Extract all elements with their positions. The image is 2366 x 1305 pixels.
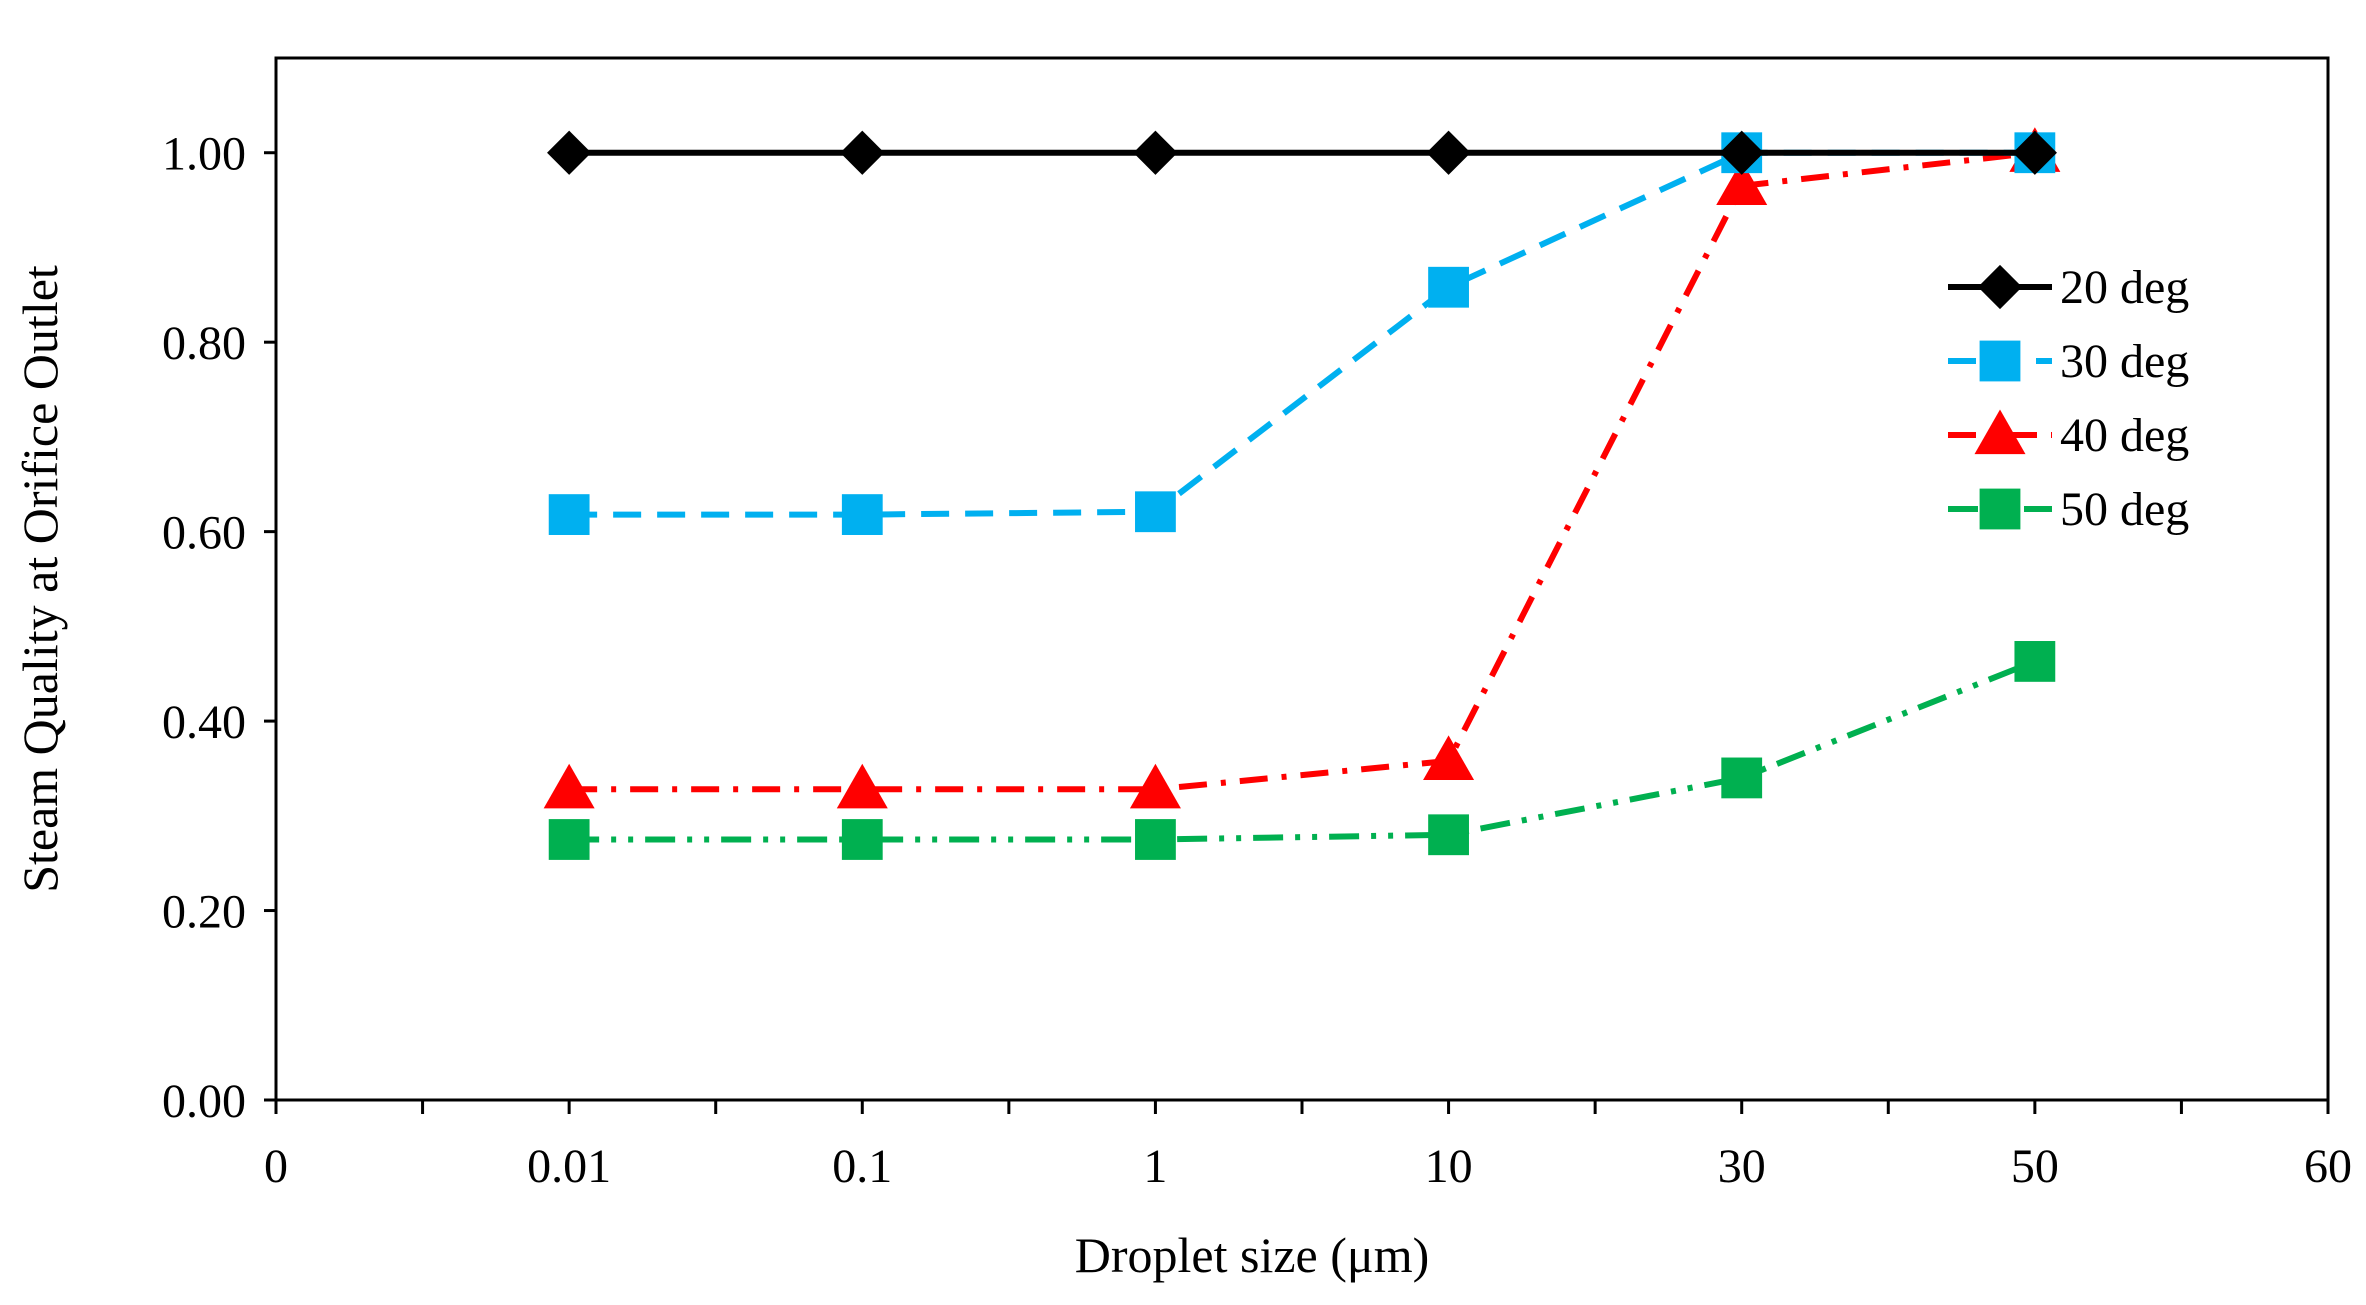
y-tick-label: 0.80: [162, 317, 246, 370]
x-tick-label: 50: [2011, 1140, 2059, 1193]
data-marker: [1426, 130, 1471, 175]
data-marker: [1428, 266, 1469, 308]
data-marker: [1129, 763, 1181, 809]
y-tick-label: 1.00: [162, 128, 246, 181]
legend-label: 30 deg: [2060, 335, 2189, 388]
series-20-deg: [547, 130, 2057, 175]
series-layer: [543, 127, 2061, 860]
x-tick-label: 0: [264, 1140, 288, 1193]
legend-label: 50 deg: [2060, 483, 2189, 536]
legend-label: 20 deg: [2060, 261, 2189, 314]
data-marker: [841, 819, 883, 860]
y-tick-label: 0.40: [162, 696, 246, 749]
x-tick-label: 1: [1143, 1140, 1167, 1193]
series-50-deg: [548, 641, 2056, 860]
x-tick-label: 30: [1718, 1140, 1766, 1193]
x-tick-label: 0.1: [832, 1140, 892, 1193]
series-30-deg: [548, 132, 2056, 535]
data-marker: [543, 763, 595, 809]
data-marker: [548, 494, 590, 535]
data-marker: [1979, 340, 2021, 382]
y-tick-label: 0.00: [162, 1075, 246, 1128]
data-marker: [841, 494, 883, 535]
legend: 20 deg 30 deg 40 deg 50 deg: [1948, 261, 2189, 536]
series-40-deg: [543, 127, 2061, 809]
series-line: [569, 658, 2036, 843]
x-axis-title: Droplet size (μm): [1075, 1227, 1429, 1283]
data-marker: [1135, 491, 1176, 533]
x-tick-label: 60: [2304, 1140, 2352, 1193]
legend-label: 40 deg: [2060, 409, 2189, 462]
series-line: [569, 149, 2035, 518]
plot-area: [274, 56, 2330, 1102]
y-tick-label: 0.20: [162, 886, 246, 939]
data-marker: [1133, 130, 1178, 175]
x-tick-label: 10: [1425, 1140, 1473, 1193]
x-tick-label: 0.01: [527, 1140, 611, 1193]
data-marker: [1719, 130, 1764, 175]
data-marker: [1974, 409, 2026, 455]
data-marker: [547, 130, 592, 175]
data-marker: [1423, 735, 1475, 781]
data-marker: [2014, 641, 2056, 682]
y-axis: 0.00 0.20 0.40 0.60 0.80 1.00: [162, 128, 276, 1128]
data-marker: [1428, 814, 1469, 856]
data-marker: [1977, 264, 2023, 310]
data-marker: [840, 130, 885, 175]
y-tick-label: 0.60: [162, 507, 246, 560]
data-marker: [836, 763, 888, 809]
data-marker: [2012, 130, 2057, 175]
data-marker: [1979, 488, 2021, 530]
data-marker: [1716, 160, 1768, 206]
series-line: [569, 149, 2036, 793]
data-marker: [548, 819, 590, 860]
data-marker: [1135, 819, 1176, 860]
x-axis: 0 0.01 0.1 1 10 30 50 60: [264, 1100, 2352, 1193]
data-marker: [1721, 757, 1763, 799]
y-axis-title: Steam Quality at Orifice Outlet: [12, 265, 68, 893]
